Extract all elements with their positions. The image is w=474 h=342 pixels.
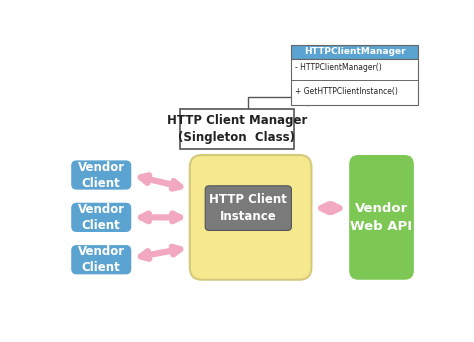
FancyBboxPatch shape <box>292 45 419 59</box>
FancyBboxPatch shape <box>71 160 131 190</box>
FancyBboxPatch shape <box>71 245 131 274</box>
Text: - HTTPClientManager(): - HTTPClientManager() <box>295 64 382 73</box>
FancyBboxPatch shape <box>190 155 311 280</box>
Text: Vendor
Client: Vendor Client <box>78 245 125 274</box>
Text: Vendor
Web API: Vendor Web API <box>350 202 412 233</box>
Text: Vendor
Client: Vendor Client <box>78 203 125 232</box>
FancyBboxPatch shape <box>205 186 292 231</box>
Text: + GetHTTPClientInstance(): + GetHTTPClientInstance() <box>295 87 398 96</box>
FancyBboxPatch shape <box>71 203 131 232</box>
Text: Vendor
Client: Vendor Client <box>78 160 125 189</box>
Text: HTTP Client Manager
(Singleton  Class): HTTP Client Manager (Singleton Class) <box>166 114 307 144</box>
Text: HTTPClientManager: HTTPClientManager <box>304 47 406 56</box>
FancyBboxPatch shape <box>349 155 414 280</box>
Text: HTTP Client
Instance: HTTP Client Instance <box>210 193 287 223</box>
FancyBboxPatch shape <box>292 59 419 105</box>
FancyBboxPatch shape <box>180 109 294 149</box>
